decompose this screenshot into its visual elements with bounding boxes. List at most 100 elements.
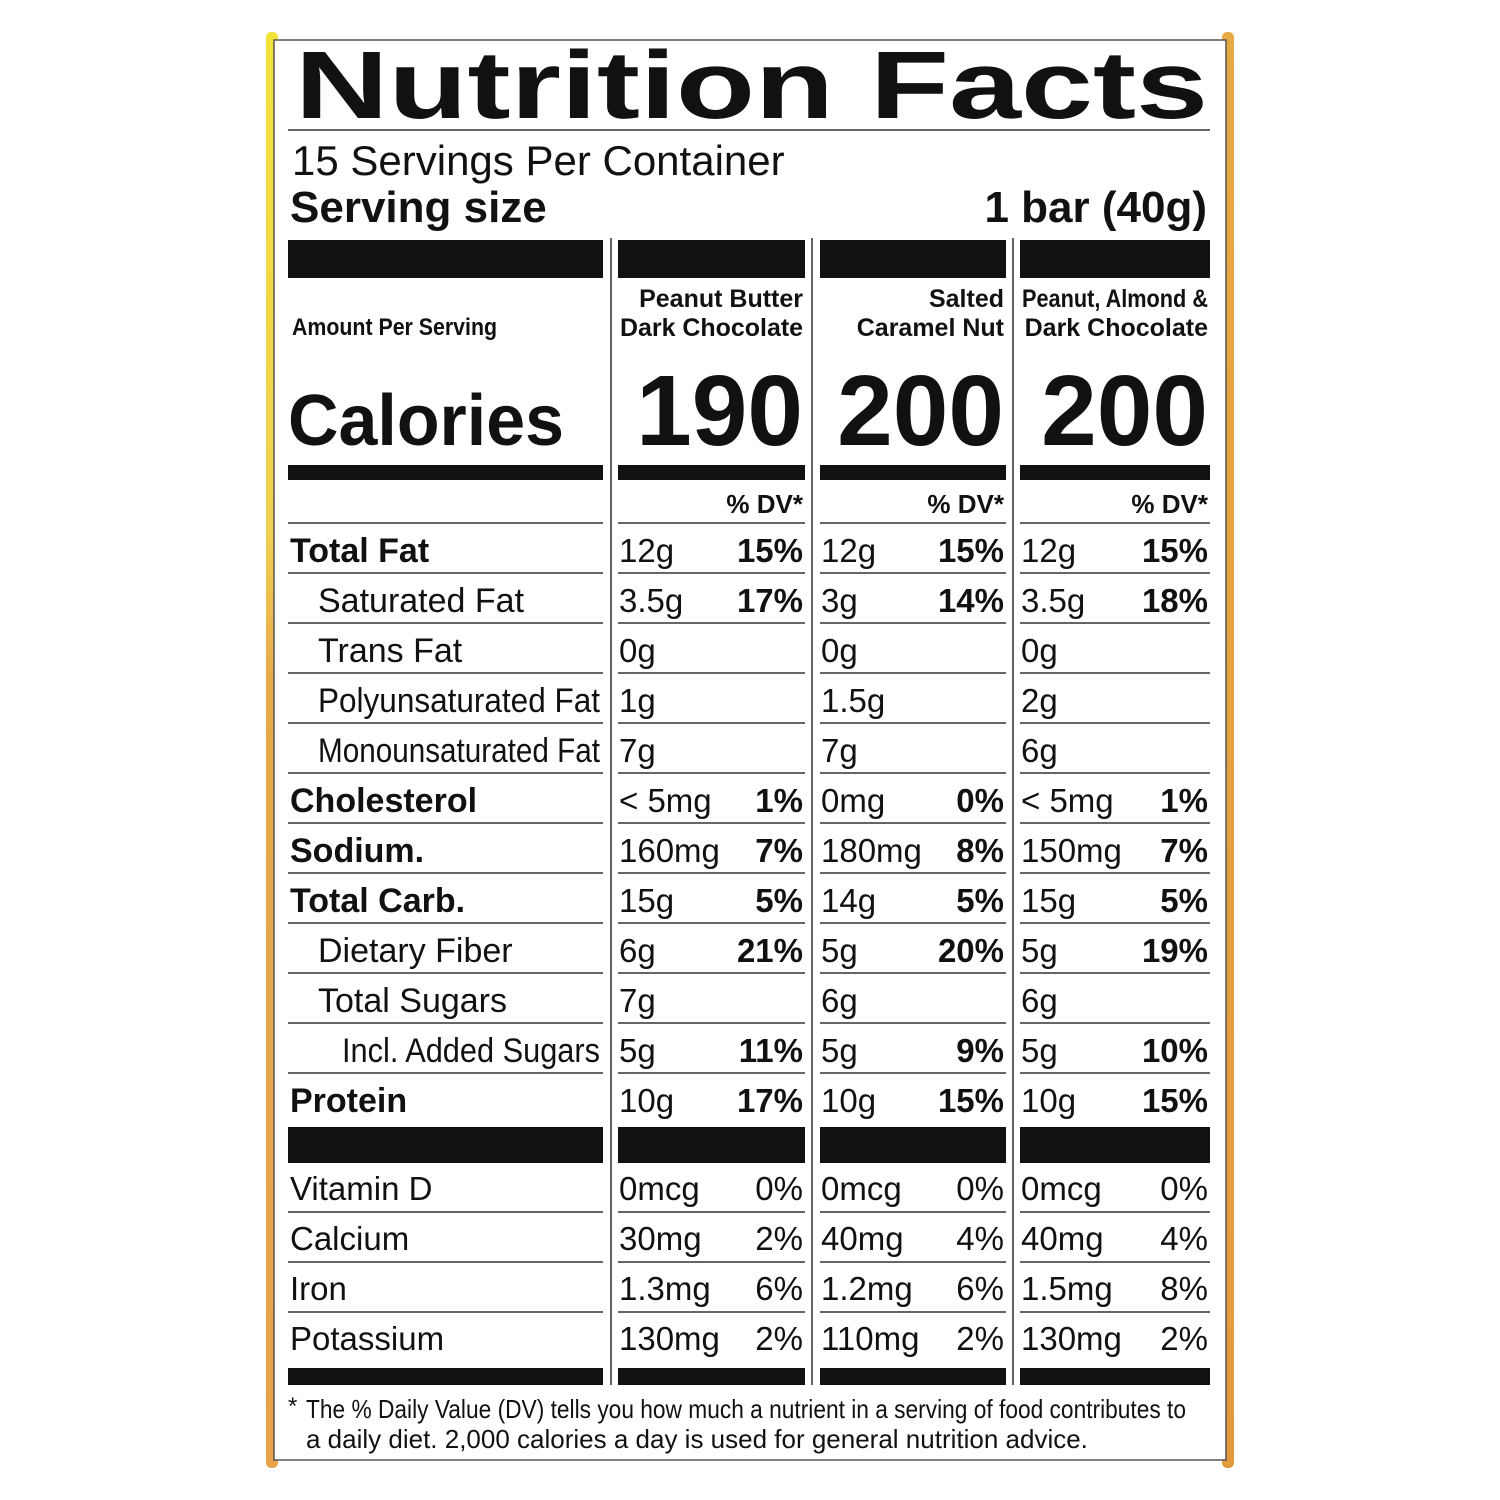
vitamin-name: Potassium (290, 1320, 444, 1357)
dv-header: % DV* (1131, 489, 1208, 519)
footnote-marker: * (288, 1393, 297, 1420)
nutrient-dv: 5% (1160, 882, 1208, 919)
amount-per-serving: Amount Per Serving (292, 314, 497, 341)
nutrient-dv: 20% (938, 932, 1004, 969)
nutrient-amount: 5g (619, 1032, 656, 1069)
nutrient-name: Polyunsaturated Fat (318, 682, 601, 720)
header-bar (618, 240, 805, 278)
product-name: Caramel Nut (857, 314, 1005, 342)
title: Nutrition Facts (295, 32, 1208, 139)
vitamin-amount: 0mcg (821, 1170, 902, 1207)
vitamin-dv: 8% (1160, 1270, 1208, 1307)
nutrient-amount: 7g (619, 982, 656, 1019)
calories-rule (1020, 465, 1210, 480)
section-bar (618, 1127, 805, 1163)
nutrient-dv: 0% (956, 782, 1004, 819)
nutrient-amount: 10g (821, 1082, 876, 1119)
product-name: Dark Chocolate (620, 314, 803, 342)
nutrient-name: Monounsaturated Fat (318, 732, 600, 770)
vitamin-dv: 2% (956, 1320, 1004, 1357)
vitamin-name: Calcium (290, 1220, 409, 1257)
vitamin-amount: 1.3mg (619, 1270, 711, 1307)
bottom-bar (288, 1368, 603, 1385)
vitamin-amount: 40mg (821, 1220, 904, 1257)
nutrient-amount: 10g (1021, 1082, 1076, 1119)
section-bar (820, 1127, 1006, 1163)
nutrient-amount: 3g (821, 582, 858, 619)
nutrient-amount: 0g (1021, 632, 1058, 669)
footnote-line: The % Daily Value (DV) tells you how muc… (306, 1394, 1186, 1424)
nutrient-dv: 15% (737, 532, 803, 569)
nutrient-amount: 6g (1021, 732, 1058, 769)
nutrient-dv: 5% (956, 882, 1004, 919)
vitamin-dv: 2% (755, 1220, 803, 1257)
header-bar (820, 240, 1006, 278)
nutrient-amount: 1.5g (821, 682, 885, 719)
header-bar (1020, 240, 1210, 278)
vitamin-dv: 6% (956, 1270, 1004, 1307)
nutrient-dv: 15% (1142, 1082, 1208, 1119)
nutrient-dv: 21% (737, 932, 803, 969)
nutrient-name: Total Sugars (318, 982, 507, 1020)
nutrient-name: Total Carb. (290, 882, 465, 920)
vitamin-amount: 0mcg (619, 1170, 700, 1207)
calories-value: 200 (837, 355, 1004, 467)
nutrient-amount: 0g (619, 632, 656, 669)
nutrient-amount: 6g (821, 982, 858, 1019)
nutrient-dv: 15% (938, 1082, 1004, 1119)
nutrient-amount: 2g (1021, 682, 1058, 719)
nutrient-amount: 7g (619, 732, 656, 769)
calories-rule (820, 465, 1006, 480)
product-name: Dark Chocolate (1025, 314, 1208, 342)
vitamin-dv: 4% (1160, 1220, 1208, 1257)
nutrient-amount: 5g (821, 932, 858, 969)
nutrient-amount: 12g (821, 532, 876, 569)
nutrient-amount: 150mg (1021, 832, 1122, 869)
vitamin-amount: 0mcg (1021, 1170, 1102, 1207)
nutrient-dv: 17% (737, 1082, 803, 1119)
nutrient-dv: 10% (1142, 1032, 1208, 1069)
nutrient-dv: 17% (737, 582, 803, 619)
nutrient-dv: 19% (1142, 932, 1208, 969)
nutrient-amount: 3.5g (1021, 582, 1085, 619)
nutrient-dv: 1% (755, 782, 803, 819)
vitamin-name: Vitamin D (290, 1170, 432, 1207)
nutrient-amount: 5g (1021, 932, 1058, 969)
nutrient-amount: 5g (821, 1032, 858, 1069)
nutrient-amount: 3.5g (619, 582, 683, 619)
nutrient-amount: < 5mg (619, 782, 712, 819)
nutrient-amount: 1g (619, 682, 656, 719)
nutrient-amount: 6g (1021, 982, 1058, 1019)
nutrient-amount: 12g (1021, 532, 1076, 569)
nutrient-amount: 0g (821, 632, 858, 669)
nutrient-amount: 0mg (821, 782, 885, 819)
product-name: Salted (929, 285, 1004, 313)
vitamin-amount: 1.2mg (821, 1270, 913, 1307)
nutrient-name: Cholesterol (290, 782, 477, 820)
calories-value: 190 (636, 355, 803, 467)
serving-size-value: 1 bar (40g) (984, 183, 1207, 232)
vitamin-dv: 0% (1160, 1170, 1208, 1207)
product-name: Peanut Butter (639, 285, 803, 313)
vitamin-dv: 4% (956, 1220, 1004, 1257)
nutrient-dv: 15% (938, 532, 1004, 569)
calories-label: Calories (288, 381, 564, 461)
vitamin-dv: 0% (956, 1170, 1004, 1207)
nutrient-amount: 5g (1021, 1032, 1058, 1069)
bottom-bar (1020, 1368, 1210, 1385)
section-bar (288, 1127, 603, 1163)
product-name: Peanut, Almond & (1022, 285, 1208, 313)
bottom-bar (618, 1368, 805, 1385)
vitamin-dv: 6% (755, 1270, 803, 1307)
nutrient-dv: 7% (755, 832, 803, 869)
vitamin-dv: 2% (1160, 1320, 1208, 1357)
vitamin-amount: 110mg (821, 1320, 919, 1357)
nutrient-dv: 15% (1142, 532, 1208, 569)
nutrient-amount: 180mg (821, 832, 922, 869)
nutrient-name: Incl. Added Sugars (342, 1032, 600, 1070)
calories-rule (288, 465, 603, 480)
nutrient-dv: 9% (956, 1032, 1004, 1069)
nutrient-name: Trans Fat (318, 632, 463, 670)
nutrient-amount: < 5mg (1021, 782, 1114, 819)
